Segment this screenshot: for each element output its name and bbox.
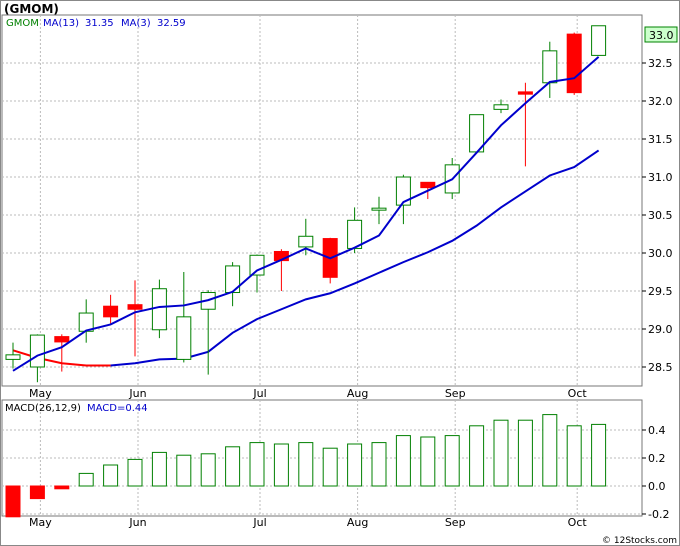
chart-title: (GMOM) (4, 2, 59, 16)
macd-bar (591, 423, 607, 487)
macd-bar (127, 458, 143, 487)
macd-bar (176, 454, 192, 487)
macd-legend: MACD(26,12,9) MACD=0.44 (5, 403, 148, 414)
macd-month-label: Jun (128, 516, 146, 529)
price-grid (2, 62, 642, 368)
macd-bar (517, 419, 533, 487)
price-tick-label: 31.0 (648, 171, 673, 184)
macd-tick-label: 0.4 (648, 424, 666, 437)
candle-body (420, 181, 436, 189)
price-tick-label: 30.5 (648, 209, 673, 222)
macd-y-axis: 0.4 0.2 0.0 -0.2 (642, 424, 669, 521)
candle-body (517, 91, 533, 95)
legend-ma13-label: MA(13) (43, 18, 79, 29)
ma13-segment-up (110, 149, 600, 367)
macd-bar (249, 442, 265, 487)
macd-month-label: May (29, 516, 52, 529)
price-x-axis: May Jun Jul Aug Sep Oct (29, 387, 587, 400)
candle-body (29, 334, 45, 368)
macd-bar (298, 442, 314, 487)
candle-body (127, 304, 143, 310)
macd-bar (566, 425, 582, 487)
macd-bar (78, 472, 94, 487)
macd-bar (29, 485, 45, 500)
month-label: Oct (568, 387, 588, 400)
candle-body (371, 207, 387, 211)
macd-bars (5, 414, 607, 518)
macd-bar (200, 453, 216, 487)
macd-bar (444, 435, 460, 487)
current-price-label: 33.0 (649, 29, 674, 42)
candle-body (395, 176, 411, 206)
legend-ma3-label: MA(3) (121, 18, 151, 29)
candle-body (151, 288, 167, 331)
macd-bar (347, 443, 363, 487)
macd-month-label: Aug (347, 516, 368, 529)
candle-body (54, 336, 70, 343)
macd-bar (225, 446, 241, 487)
macd-month-label: Jul (252, 516, 266, 529)
macd-bar (103, 464, 119, 487)
candle-body (176, 316, 192, 360)
candle-body (542, 50, 558, 84)
candle-body (298, 235, 314, 248)
candle-body (493, 104, 509, 110)
price-tick-label: 28.5 (648, 361, 673, 374)
macd-tick-label: 0.2 (648, 452, 666, 465)
price-legend: GMOM MA(13) 31.35 MA(3) 32.59 (6, 18, 186, 29)
price-tick-label: 30.0 (648, 247, 673, 260)
macd-bar (469, 425, 485, 487)
macd-month-label: Sep (445, 516, 466, 529)
macd-bar (151, 451, 167, 487)
price-tick-label: 31.5 (648, 133, 673, 146)
macd-bar (5, 485, 21, 518)
macd-bar (395, 435, 411, 487)
month-label: Jun (128, 387, 146, 400)
legend-symbol: GMOM (6, 18, 39, 29)
current-price-tag: 33.0 (644, 26, 678, 43)
price-tick-label: 32.0 (648, 95, 673, 108)
month-label: Sep (445, 387, 466, 400)
macd-label: MACD(26,12,9) (5, 403, 81, 414)
macd-bar (420, 436, 436, 487)
macd-tick-label: -0.2 (648, 508, 669, 521)
macd-x-axis: May Jun Jul Aug Sep Oct (29, 516, 587, 529)
candle-body (103, 305, 119, 318)
macd-value: MACD=0.44 (87, 403, 148, 414)
legend-ma3-value: 32.59 (157, 18, 186, 29)
price-tick-label: 29.5 (648, 285, 673, 298)
price-y-axis: 28.5 29.0 29.5 30.0 30.5 31.0 31.5 32.0 32.5 (642, 57, 673, 374)
macd-bar (54, 485, 70, 490)
candle-body (591, 25, 607, 56)
watermark: © 12Stocks.com (602, 536, 677, 546)
month-label: May (29, 387, 52, 400)
macd-bar (542, 414, 558, 487)
price-tick-label: 32.5 (648, 57, 673, 70)
ma3-line (12, 56, 600, 372)
candle-body (249, 254, 265, 276)
candle-body (5, 354, 21, 360)
price-tick-label: 29.0 (648, 323, 673, 336)
macd-bar (493, 419, 509, 487)
macd-bar (273, 443, 289, 487)
legend-ma13-value: 31.35 (85, 18, 114, 29)
macd-tick-label: 0.0 (648, 480, 666, 493)
macd-month-label: Oct (568, 516, 588, 529)
macd-bar (371, 442, 387, 487)
candle-body (566, 33, 582, 94)
macd-bar (322, 447, 338, 487)
month-label: Jul (252, 387, 266, 400)
month-label: Aug (347, 387, 368, 400)
ma3-polyline (12, 56, 600, 372)
price-month-grid (39, 15, 578, 386)
